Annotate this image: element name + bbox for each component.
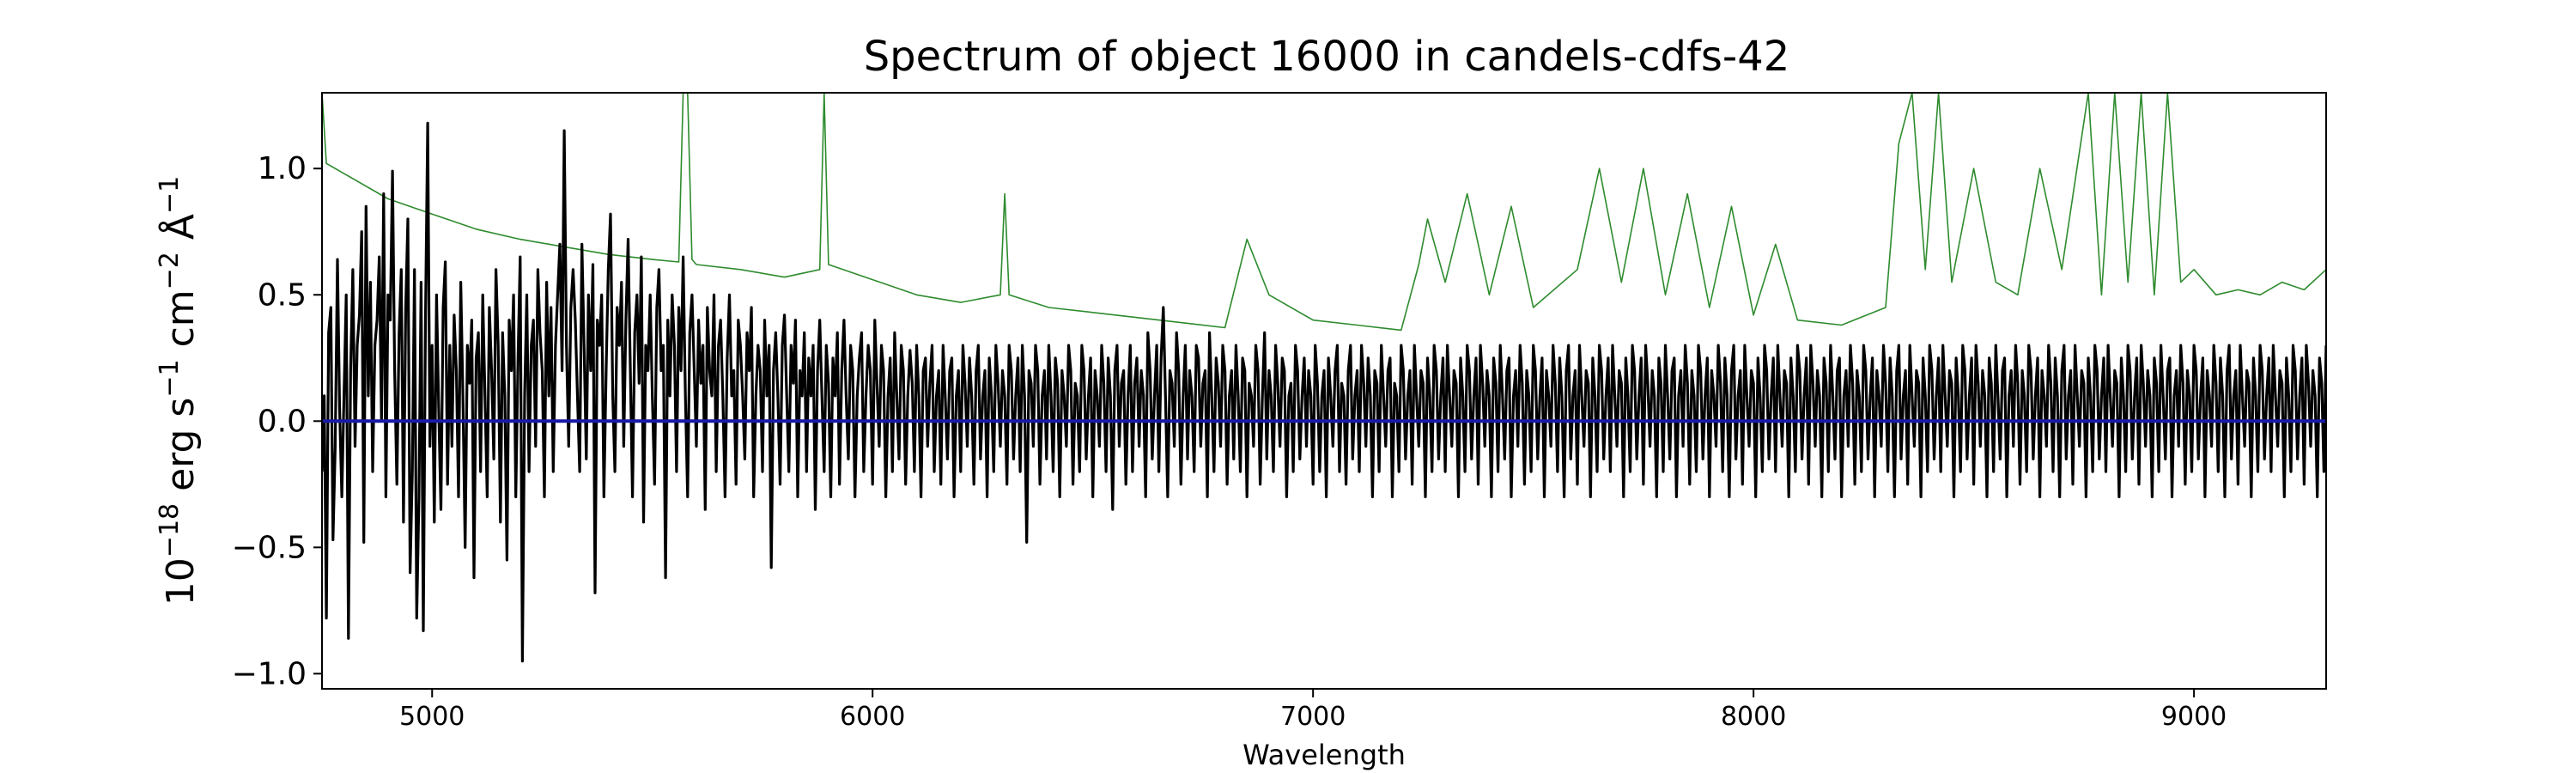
spectrum-series-line xyxy=(322,121,2326,663)
x-tick-label: 7000 xyxy=(1280,702,1346,732)
y-tick-label: −1.0 xyxy=(232,656,307,691)
y-axis-label-base: 10 xyxy=(159,557,203,606)
y-axis-label: 10−18 erg s−1 cm−2 Å−1 xyxy=(155,176,203,606)
y-tick-label: −0.5 xyxy=(232,530,307,565)
x-axis-label: Wavelength xyxy=(1242,739,1406,771)
y-axis-label-unit-exp: −1 xyxy=(155,176,185,214)
x-tick-label: 5000 xyxy=(399,702,465,732)
plot-area xyxy=(322,93,2326,663)
y-axis-label-unit: Å xyxy=(157,214,203,252)
y-axis: −1.0 −0.5 0.0 0.5 1.0 xyxy=(232,151,322,691)
y-axis-label-cm: cm xyxy=(159,289,203,359)
x-axis: 5000 6000 7000 8000 9000 xyxy=(399,689,2227,732)
y-tick-label: 1.0 xyxy=(258,151,307,186)
y-axis-label-exp: −18 xyxy=(155,503,185,557)
y-axis-label-erg: erg s xyxy=(159,398,203,503)
x-tick-label: 9000 xyxy=(2161,702,2227,732)
error-series-line xyxy=(322,93,2326,332)
y-axis-label-cm-exp: −2 xyxy=(155,252,185,289)
plot-frame xyxy=(321,92,2327,690)
y-tick-label: 0.0 xyxy=(258,404,307,439)
y-axis-label-s-exp: −1 xyxy=(155,359,185,397)
x-tick-label: 8000 xyxy=(1721,702,1786,732)
chart-title: Spectrum of object 16000 in candels-cdfs… xyxy=(864,33,1790,81)
y-tick-label: 0.5 xyxy=(258,277,307,313)
x-tick-label: 6000 xyxy=(840,702,905,732)
